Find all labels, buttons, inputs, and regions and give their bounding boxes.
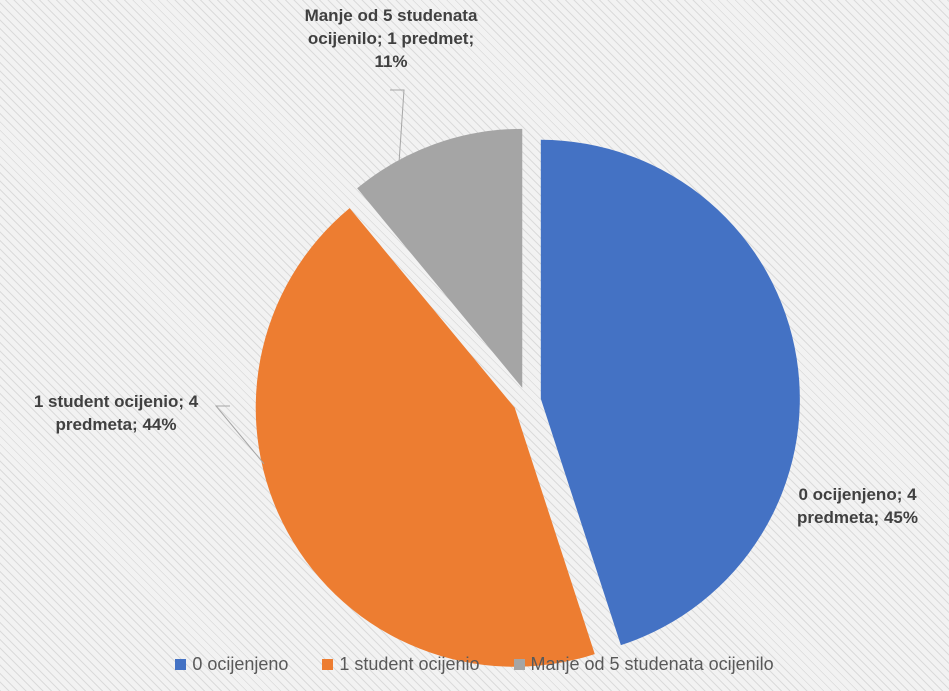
legend-label: Manje od 5 studenata ocijenilo <box>530 654 774 674</box>
pie-slice-0-ocijenjeno <box>540 139 800 646</box>
legend-swatch-blue <box>175 659 187 670</box>
pie-slice-1-student-ocijenio <box>255 208 595 667</box>
legend-swatch-orange <box>322 659 334 670</box>
legend-item-1-student-ocijenio: 1 student ocijenio <box>322 654 480 675</box>
data-label-1-student-ocijenio: 1 student ocijenio; 4 predmeta; 44% <box>33 392 199 434</box>
legend-swatch-gray <box>513 659 525 670</box>
legend-label: 1 student ocijenio <box>339 654 480 674</box>
data-label-0-ocijenjeno: 0 ocijenjeno; 4 predmeta; 45% <box>797 485 918 527</box>
leader-line-manje-od-5 <box>390 89 405 163</box>
data-label-manje-od-5: Manje od 5 studenata ocijenilo; 1 predme… <box>304 6 478 71</box>
leader-line-1-student-ocijenio <box>214 405 265 465</box>
legend-item-manje-od-5: Manje od 5 studenata ocijenilo <box>513 654 774 675</box>
legend-label: 0 ocijenjeno <box>192 654 289 674</box>
legend-item-0-ocijenjeno: 0 ocijenjeno <box>175 654 288 675</box>
legend: 0 ocijenjeno 1 student ocijenio Manje od… <box>0 654 949 675</box>
pie-slice-manje-od-5 <box>357 128 523 388</box>
